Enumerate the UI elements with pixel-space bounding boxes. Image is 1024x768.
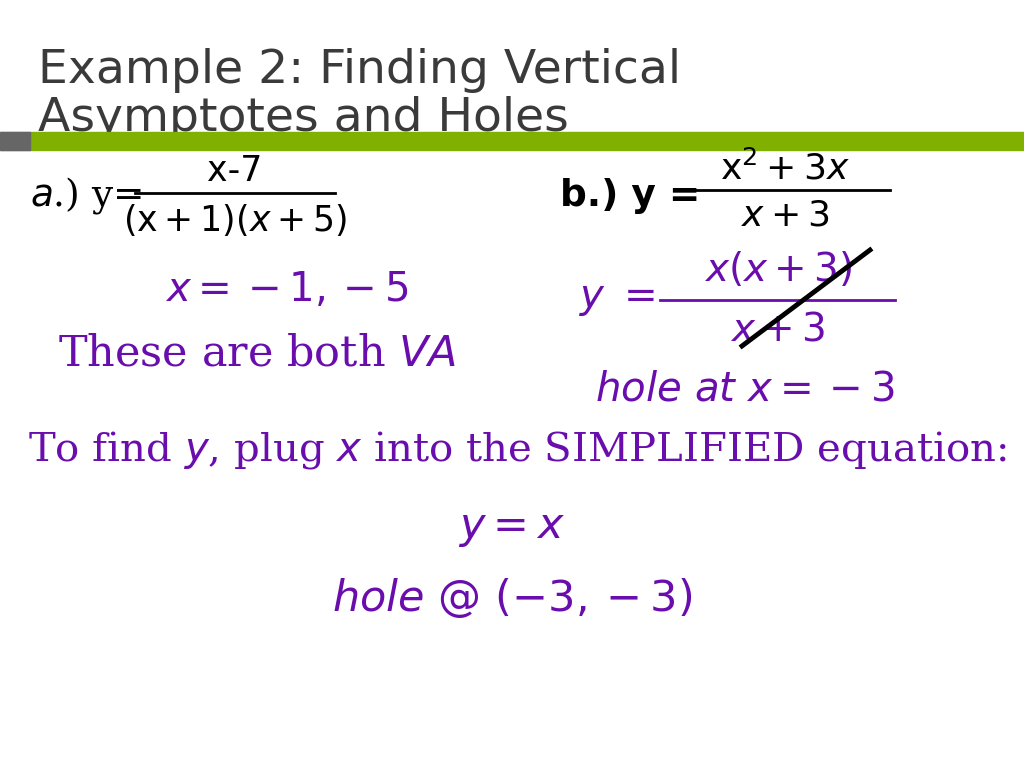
Text: $y = x$: $y = x$ — [459, 507, 565, 549]
Bar — [0, 132, 30, 150]
Text: Example 2: Finding Vertical: Example 2: Finding Vertical — [38, 48, 681, 93]
Text: $\mathit{hole}\ @\ (-3, -3)$: $\mathit{hole}\ @\ (-3, -3)$ — [332, 576, 692, 620]
Text: To find $\mathit{y}$, plug $\mathit{x}$ into the SIMPLIFIED equation:: To find $\mathit{y}$, plug $\mathit{x}$ … — [28, 429, 1007, 471]
Bar — [0, 132, 1024, 150]
Text: b.) y =: b.) y = — [560, 178, 700, 214]
Text: $\mathit{hole\ at}\ x = -3$: $\mathit{hole\ at}\ x = -3$ — [595, 372, 895, 409]
Text: x-7: x-7 — [207, 154, 263, 188]
Text: $x = -1, -5$: $x = -1, -5$ — [165, 270, 409, 310]
Text: $x + 3$: $x + 3$ — [730, 312, 825, 349]
Text: $x(x + 3)$: $x(x + 3)$ — [703, 250, 852, 290]
Text: $(\mathrm{x+1})(x+5)$: $(\mathrm{x+1})(x+5)$ — [123, 202, 347, 238]
Text: Asymptotes and Holes: Asymptotes and Holes — [38, 96, 568, 141]
Text: These are both $\mathit{VA}$: These are both $\mathit{VA}$ — [58, 332, 457, 374]
Text: $x + 3$: $x + 3$ — [740, 199, 829, 233]
Text: $y\ =$: $y\ =$ — [578, 282, 655, 319]
Text: $\mathrm{x}^2 + 3x$: $\mathrm{x}^2 + 3x$ — [720, 150, 850, 186]
Text: $\mathit{a}$.) y=: $\mathit{a}$.) y= — [30, 176, 142, 217]
